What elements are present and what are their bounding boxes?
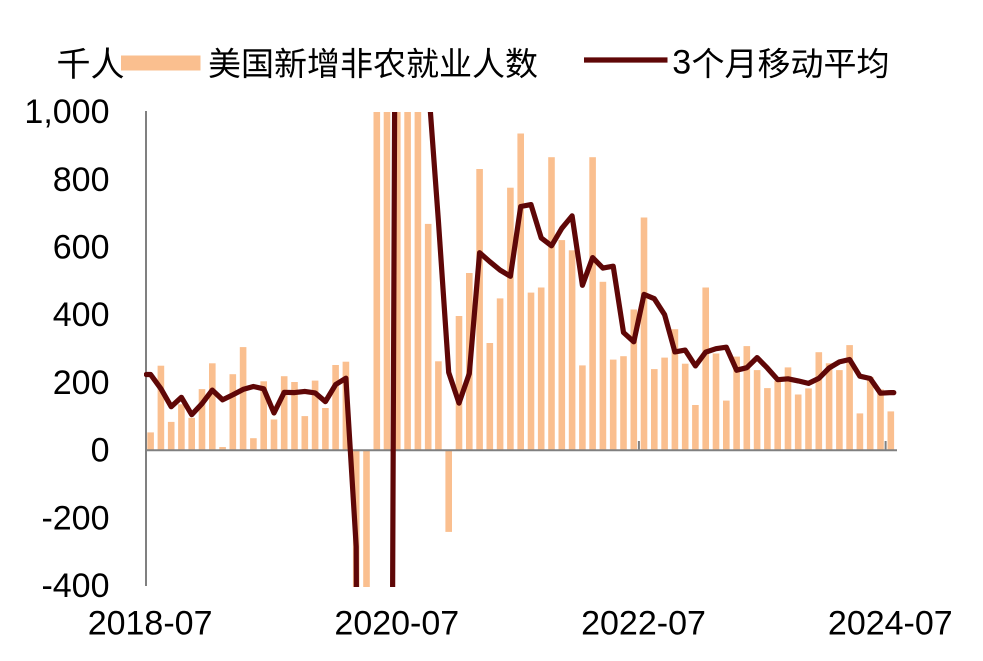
svg-text:-400: -400	[41, 567, 109, 605]
svg-text:600: 600	[53, 229, 110, 267]
svg-text:3: 3	[672, 44, 691, 82]
svg-text:2018-07: 2018-07	[88, 605, 213, 643]
svg-text:200: 200	[53, 364, 110, 402]
svg-text:-200: -200	[41, 499, 109, 537]
svg-text:2022-07: 2022-07	[581, 605, 706, 643]
svg-text:800: 800	[53, 161, 110, 199]
svg-text:400: 400	[53, 296, 110, 334]
svg-text:0: 0	[91, 432, 110, 470]
svg-text:1,000: 1,000	[24, 93, 109, 131]
svg-text:2024-07: 2024-07	[828, 605, 953, 643]
svg-text:2020-07: 2020-07	[334, 605, 459, 643]
